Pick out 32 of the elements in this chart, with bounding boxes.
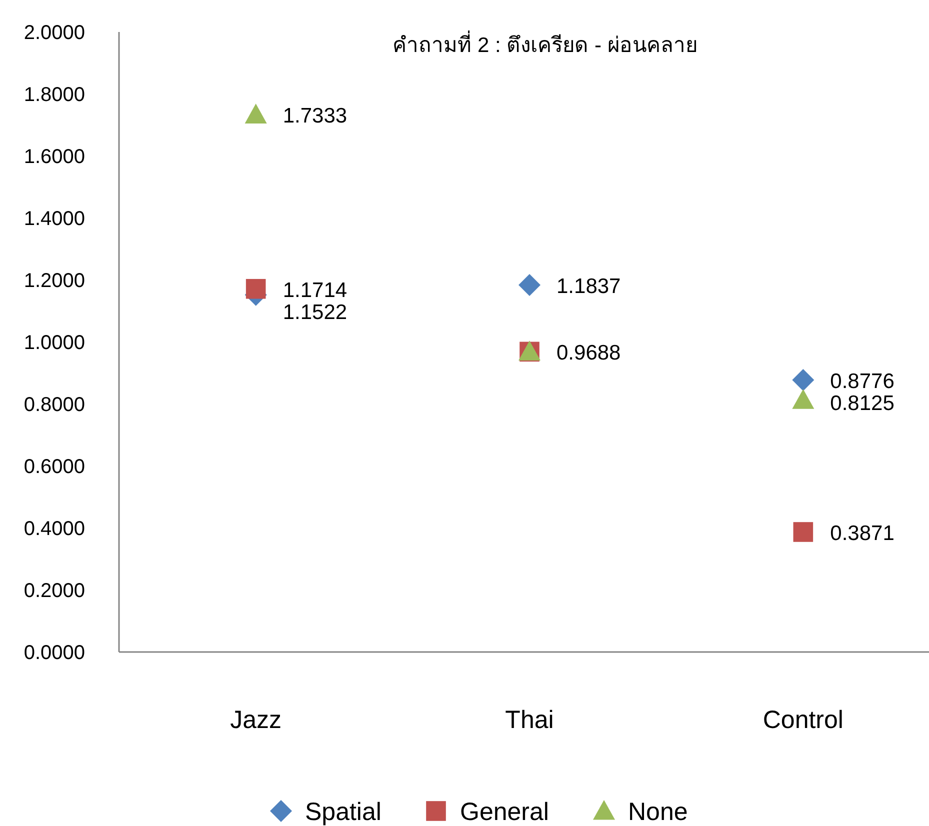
y-tick-label: 0.2000 (24, 580, 85, 602)
data-label: 0.8776 (830, 370, 894, 393)
y-tick-label: 1.2000 (24, 270, 85, 292)
y-tick-label: 0.0000 (24, 642, 85, 664)
point (246, 278, 266, 299)
chart-title: คำถามที่ 2 : ตึงเครียด - ผ่อนคลาย (392, 30, 698, 57)
y-tick-label: 0.8000 (24, 394, 85, 416)
data-label: 0.9688 (556, 342, 621, 365)
data-label: 0.8125 (830, 392, 894, 415)
point (518, 274, 540, 296)
y-tick-label: 1.8000 (24, 84, 85, 106)
point (792, 389, 814, 409)
legend-label: Spatial (305, 798, 382, 826)
point (793, 522, 814, 542)
y-tick-label: 1.0000 (24, 332, 85, 354)
data-label: 0.3871 (830, 522, 894, 545)
y-tick-label: 0.4000 (24, 518, 85, 540)
data-label: 1.7333 (282, 104, 348, 128)
y-tick-label: 2.0000 (24, 22, 85, 44)
point (792, 368, 814, 391)
data-label: 1.1837 (556, 275, 621, 298)
x-tick-label: Thai (505, 706, 554, 734)
y-tick-label: 1.4000 (24, 208, 85, 230)
legend-label: None (628, 798, 688, 826)
data-label: 1.1522 (282, 300, 348, 324)
legend-label: General (460, 798, 549, 826)
y-tick-label: 0.6000 (24, 456, 85, 478)
x-tick-label: Jazz (230, 706, 282, 734)
data-label: 1.1714 (282, 278, 348, 302)
point (244, 104, 267, 124)
x-tick-label: Control (762, 706, 844, 734)
y-tick-label: 1.6000 (24, 146, 85, 168)
